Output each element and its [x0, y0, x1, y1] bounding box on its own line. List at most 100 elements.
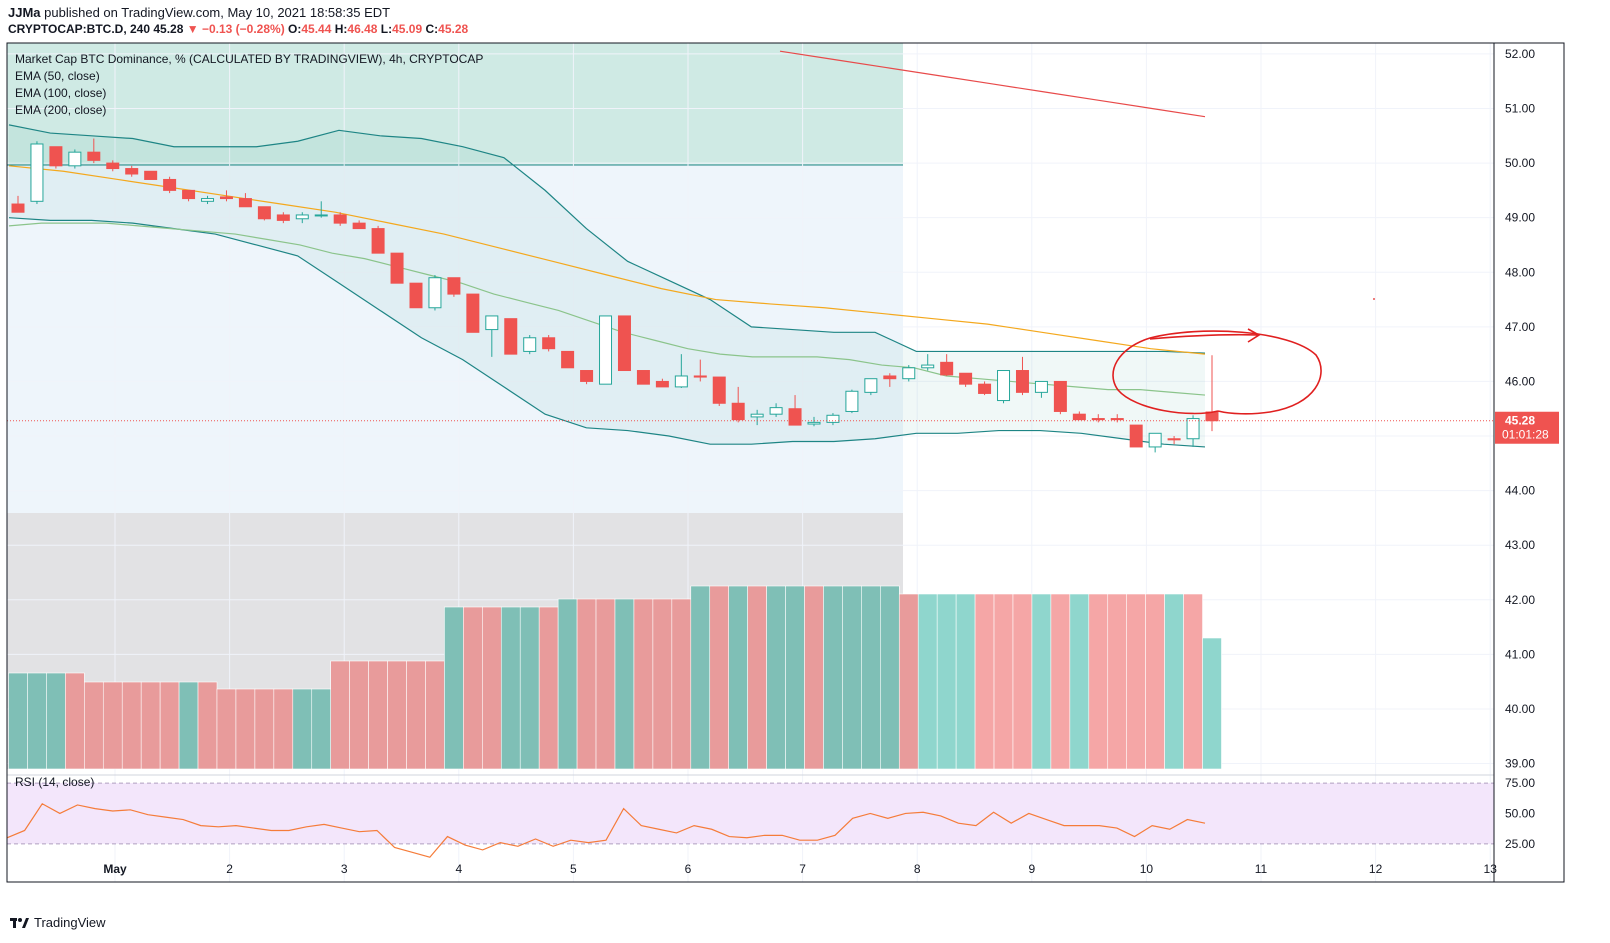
volume-bar	[842, 585, 862, 770]
candle-down	[731, 402, 745, 421]
volume-bar	[349, 660, 369, 770]
volume-bar	[709, 585, 730, 770]
candle-down	[11, 203, 25, 213]
bollinger-fill	[9, 124, 1205, 447]
price-tick-label: 41.00	[1505, 647, 1535, 661]
volume-bar	[1069, 593, 1090, 770]
candle-down	[447, 277, 461, 295]
close-value: 45.28	[438, 22, 469, 36]
candle-down	[87, 151, 101, 161]
candle-down	[655, 380, 669, 388]
candle-down	[257, 206, 271, 220]
volume-bar	[1183, 593, 1203, 770]
candle-down	[693, 375, 707, 378]
candle-down	[788, 408, 802, 426]
last-price: 45.28	[153, 22, 184, 36]
volume-bar	[652, 598, 673, 770]
volume-bar	[671, 598, 692, 770]
candle-up	[68, 151, 82, 167]
volume-bar	[482, 606, 502, 770]
price-tick-label: 50.00	[1505, 156, 1535, 170]
volume-bar	[633, 598, 654, 770]
candle-down	[959, 372, 973, 385]
candle-down	[617, 315, 631, 372]
volume-bar	[1202, 637, 1222, 770]
price-tick-label: 46.00	[1505, 374, 1535, 388]
tradingview-branding[interactable]: TradingView	[10, 915, 106, 930]
legend-ema100: EMA (100, close)	[15, 86, 107, 100]
rsi-tick-label: 75.00	[1505, 776, 1535, 790]
candle-down	[390, 252, 404, 284]
volume-bar	[8, 672, 28, 770]
candle-up	[485, 315, 499, 331]
volume-bar	[974, 593, 995, 770]
candle-down	[883, 375, 897, 380]
volume-bar	[368, 660, 388, 770]
candle-up	[1034, 380, 1048, 393]
candle-down	[1167, 438, 1181, 441]
candle-down	[1091, 418, 1105, 421]
candle-up	[523, 337, 537, 352]
candle-up	[826, 414, 840, 423]
candle-down	[238, 198, 252, 208]
candle-down	[182, 189, 196, 200]
volume-bar	[993, 593, 1014, 770]
volume-bar	[1031, 593, 1052, 770]
candle-down	[940, 361, 954, 376]
annotation-dot	[1373, 298, 1375, 300]
volume-bar	[1012, 593, 1033, 770]
volume-bar	[1126, 593, 1146, 770]
time-tick-label: 3	[341, 862, 348, 876]
candle-up	[314, 214, 328, 217]
volume-bar	[1145, 593, 1165, 770]
price-change: ▼ −0.13 (−0.28%)	[186, 22, 285, 36]
time-tick-label: May	[103, 862, 127, 876]
candle-down	[333, 214, 347, 224]
candle-up	[674, 375, 688, 388]
ema100-line	[8, 165, 1206, 355]
annotation-circle	[1112, 330, 1322, 415]
candle-down	[504, 318, 518, 355]
candle-up	[201, 198, 215, 202]
price-tick-label: 51.00	[1505, 102, 1535, 116]
volume-bar	[425, 660, 445, 770]
close-label: C:	[425, 22, 439, 36]
low-label: L:	[380, 22, 393, 36]
candle-up	[807, 421, 821, 425]
rsi-line	[6, 802, 1206, 858]
volume-bar	[804, 585, 824, 770]
publish-info: JJMa published on TradingView.com, May 1…	[8, 5, 390, 20]
candle-up	[599, 315, 613, 385]
time-tick-label: 11	[1255, 862, 1268, 876]
volume-bar	[121, 681, 142, 770]
candle-down	[352, 222, 366, 230]
price-tick-label: 43.00	[1505, 538, 1535, 552]
volume-bar	[917, 593, 938, 770]
volume-bar	[898, 593, 919, 770]
candle-down	[466, 293, 480, 333]
volume-bar	[292, 688, 313, 770]
time-tick-label: 4	[455, 862, 462, 876]
volume-bar	[557, 598, 578, 770]
volume-bar	[936, 593, 957, 770]
volume-bar	[1107, 593, 1128, 770]
tradingview-brand-text: TradingView	[34, 915, 106, 930]
legend-ema200: EMA (200, close)	[15, 103, 107, 117]
volume-bar	[159, 681, 180, 770]
volume-bar	[273, 688, 294, 770]
bollinger-upper-line	[8, 124, 1206, 354]
volume-bar	[1050, 593, 1071, 770]
chart-frame	[6, 42, 1565, 883]
legend-rsi: RSI (14, close)	[15, 775, 95, 789]
candle-up	[902, 367, 916, 380]
candle-up	[864, 378, 878, 393]
price-tick-label: 48.00	[1505, 265, 1535, 279]
author-name: JJMa	[8, 5, 41, 20]
time-tick-label: 9	[1028, 862, 1035, 876]
candle-up	[1148, 432, 1162, 448]
volume-bar	[595, 598, 616, 770]
time-tick-label: 5	[570, 862, 577, 876]
candle-down	[276, 214, 290, 221]
candle-down	[1129, 424, 1143, 448]
